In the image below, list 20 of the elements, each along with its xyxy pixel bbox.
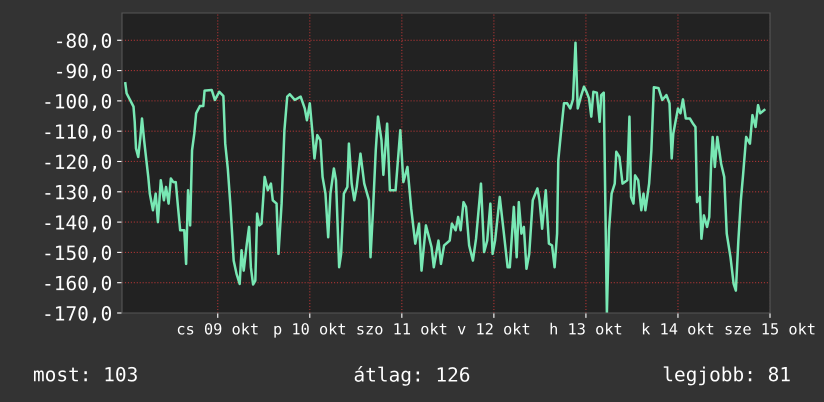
text: átlag: 126 xyxy=(354,366,470,386)
x-tick-label: p 10 okt xyxy=(274,322,346,338)
text: most: 103 xyxy=(34,366,137,382)
y-tick-label: -120,0 xyxy=(45,154,112,172)
x-tick-label: sze 15 okt xyxy=(726,322,814,335)
y-tick-label: -160,0 xyxy=(45,276,112,293)
x-tick-label: h 13 okt xyxy=(550,322,622,335)
y-tick-label: -170,0 xyxy=(45,306,112,324)
x-tick-label: v 12 okt xyxy=(458,322,530,335)
text: legjobb: 81 xyxy=(664,366,790,386)
x-tick-label: szo 11 okt xyxy=(357,322,446,335)
y-tick-label: -130,0 xyxy=(45,184,112,202)
x-tick-label: k 14 okt xyxy=(642,322,714,335)
y-tick-label: -150,0 xyxy=(45,245,112,263)
y-tick-label: -140,0 xyxy=(45,215,112,232)
y-tick-label: -90,0 xyxy=(57,64,112,81)
y-tick-label: -80,0 xyxy=(57,33,112,50)
x-tick-label: cs 09 okt xyxy=(178,322,258,335)
y-tick-label: -110,0 xyxy=(45,124,112,142)
y-tick-label: -100,0 xyxy=(45,94,112,112)
